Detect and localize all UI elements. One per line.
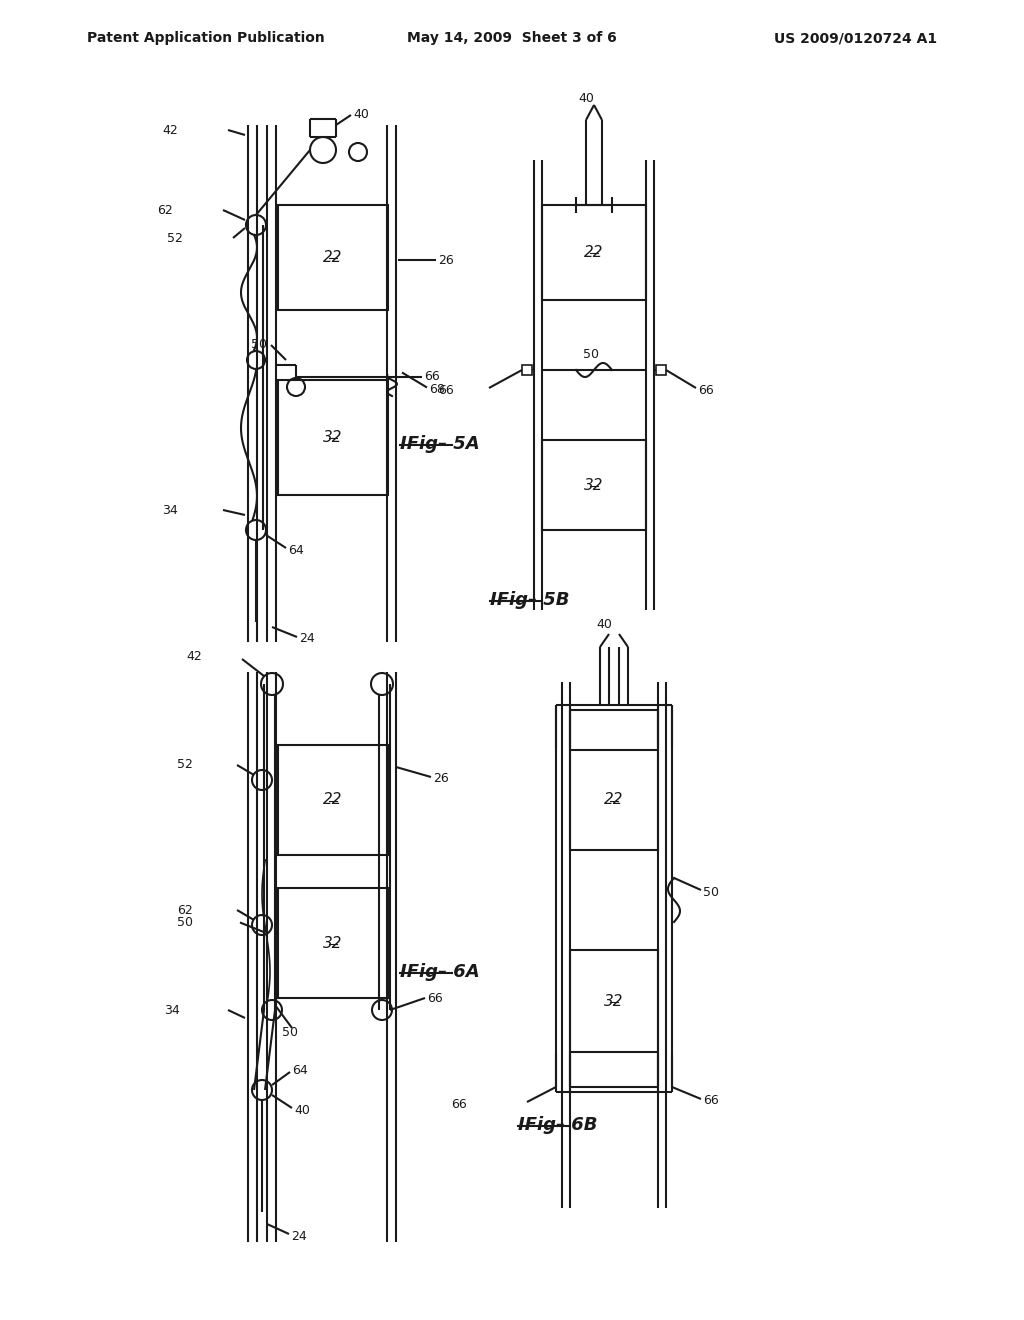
- Text: 34: 34: [162, 503, 178, 516]
- Text: 42: 42: [162, 124, 178, 136]
- Text: 62: 62: [158, 203, 173, 216]
- Text: 50: 50: [177, 916, 193, 929]
- Text: 26: 26: [433, 772, 449, 785]
- Text: 32: 32: [585, 478, 604, 492]
- Bar: [278, 205, 388, 310]
- Text: 32: 32: [324, 936, 343, 950]
- Text: 22: 22: [585, 246, 604, 260]
- Text: 26: 26: [438, 253, 454, 267]
- Text: 24: 24: [299, 632, 314, 645]
- Text: 32: 32: [604, 994, 624, 1008]
- Text: 62: 62: [177, 903, 193, 916]
- Text: 66: 66: [438, 384, 454, 396]
- Bar: [278, 380, 388, 495]
- Text: Patent Application Publication: Patent Application Publication: [87, 30, 325, 45]
- Text: 50: 50: [703, 886, 719, 899]
- Text: 22: 22: [324, 792, 343, 808]
- Text: 40: 40: [579, 91, 594, 104]
- Bar: [570, 750, 658, 850]
- Text: IFig– 6A: IFig– 6A: [400, 964, 479, 981]
- Text: 52: 52: [167, 231, 183, 244]
- Bar: [570, 950, 658, 1052]
- Text: 40: 40: [294, 1104, 310, 1117]
- Text: 50: 50: [282, 1026, 298, 1039]
- Bar: [278, 888, 388, 998]
- Bar: [522, 366, 532, 375]
- Text: 42: 42: [186, 651, 202, 664]
- Text: 64: 64: [288, 544, 304, 557]
- Text: IFig– 5A: IFig– 5A: [400, 436, 479, 453]
- Bar: [656, 366, 666, 375]
- Bar: [542, 205, 646, 300]
- Text: 22: 22: [324, 249, 343, 265]
- Text: 64: 64: [292, 1064, 308, 1077]
- Text: May 14, 2009  Sheet 3 of 6: May 14, 2009 Sheet 3 of 6: [408, 30, 616, 45]
- Text: 22: 22: [604, 792, 624, 808]
- Text: 66: 66: [427, 991, 442, 1005]
- Text: 66: 66: [452, 1097, 467, 1110]
- Text: IFig– 5B: IFig– 5B: [490, 591, 569, 609]
- Text: 50: 50: [583, 348, 599, 362]
- Text: 32: 32: [324, 430, 343, 445]
- Text: 40: 40: [353, 108, 369, 121]
- Text: IFig– 6B: IFig– 6B: [518, 1115, 597, 1134]
- Text: US 2009/0120724 A1: US 2009/0120724 A1: [774, 30, 937, 45]
- Text: 68: 68: [429, 383, 444, 396]
- Text: 66: 66: [424, 371, 439, 384]
- Bar: [278, 744, 388, 855]
- Bar: [542, 440, 646, 531]
- Text: 50: 50: [251, 338, 267, 351]
- Text: 40: 40: [596, 618, 612, 631]
- Text: 34: 34: [164, 1003, 180, 1016]
- Text: 66: 66: [703, 1094, 719, 1107]
- Text: 66: 66: [698, 384, 714, 396]
- Text: 52: 52: [177, 759, 193, 771]
- Text: 24: 24: [291, 1229, 307, 1242]
